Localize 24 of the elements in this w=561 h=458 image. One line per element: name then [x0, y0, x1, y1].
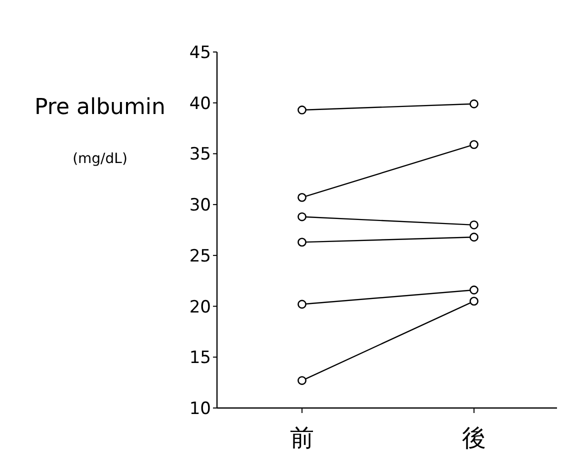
point [470, 220, 478, 230]
x-tick-label: 後 [462, 424, 486, 452]
y-tick-label: 35 [189, 144, 211, 165]
point [298, 300, 306, 309]
y-tick-label: 15 [189, 348, 211, 368]
point [470, 140, 478, 150]
y-tick-label: 10 [189, 399, 211, 419]
point [298, 238, 306, 247]
point [298, 376, 306, 385]
point [470, 232, 478, 242]
point [470, 99, 478, 108]
y-tick-label: 40 [189, 94, 211, 114]
y-axis-title: Pre albumin [34, 95, 166, 120]
point [298, 193, 306, 202]
y-tick-label: 45 [189, 43, 211, 63]
y-tick-label: 20 [189, 297, 211, 318]
y-tick-label: 30 [189, 196, 211, 216]
point [470, 286, 478, 294]
text: (mg/dL) [72, 151, 128, 167]
point [298, 212, 306, 222]
x-tick-label: 前 [290, 424, 314, 452]
point [298, 106, 306, 114]
y-tick-label: 25 [189, 246, 211, 266]
point [470, 296, 478, 306]
